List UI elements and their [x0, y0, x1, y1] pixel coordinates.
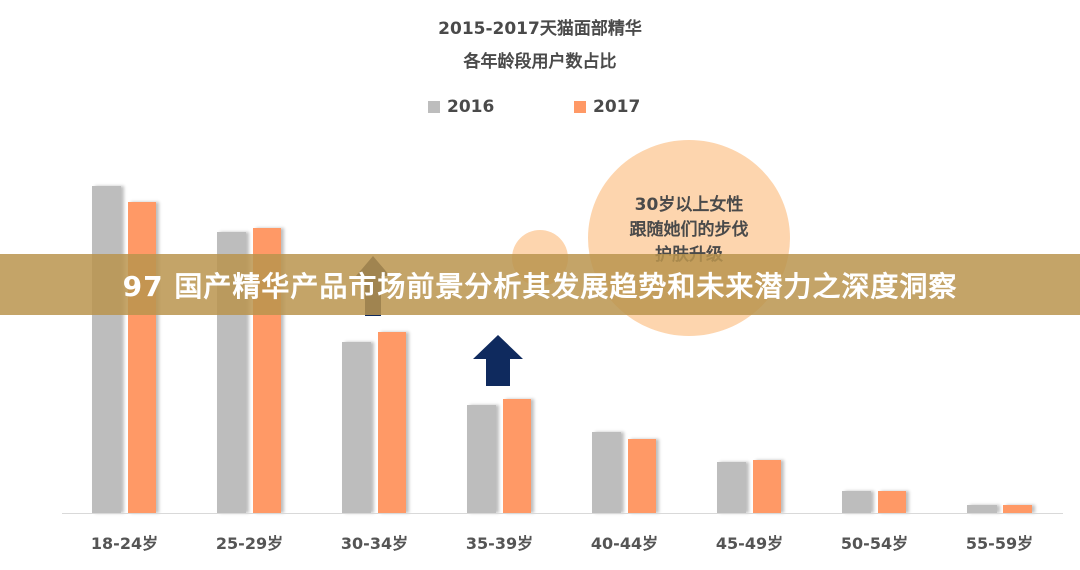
legend-label-2016: 2016: [447, 97, 495, 117]
bar-2017-30-34: [378, 332, 406, 513]
x-tick-label: 35-39岁: [465, 534, 534, 553]
chart-title-line2: 各年龄段用户数占比: [463, 52, 617, 72]
x-tick-label: 25-29岁: [215, 534, 284, 553]
x-tick-label: 40-44岁: [590, 534, 659, 553]
x-tick-label: 18-24岁: [90, 534, 159, 553]
bar-2016-55-59: [967, 505, 997, 513]
bar-2016-30-34: [342, 342, 371, 513]
x-tick-label: 30-34岁: [340, 534, 409, 553]
bar-2016-45-49: [717, 462, 746, 513]
bar-2017-50-54: [878, 491, 906, 513]
bar-2016-18-24: [92, 186, 121, 513]
x-tick-label: 55-59岁: [965, 534, 1034, 553]
bar-2016-40-44: [592, 432, 621, 513]
title-banner: 97 国产精华产品市场前景分析其发展趋势和未来潜力之深度洞察: [0, 254, 1080, 315]
legend-item-2017: 2017: [574, 95, 640, 119]
x-tick-label: 45-49岁: [715, 534, 784, 553]
bar-2017-45-49: [753, 460, 781, 513]
banner-text: 97 国产精华产品市场前景分析其发展趋势和未来潜力之深度洞察: [122, 269, 958, 303]
legend-swatch-2016: [428, 101, 440, 113]
callout-line1: 30岁以上女性: [634, 195, 744, 215]
up-arrow-icon: [473, 335, 523, 386]
bar-2017-40-44: [628, 439, 656, 513]
bar-2017-18-24: [128, 202, 156, 513]
bar-2016-50-54: [842, 491, 871, 513]
bar-2016-35-39: [467, 405, 496, 513]
x-axis-line: [62, 513, 1063, 514]
chart-title-line1: 2015-2017天猫面部精华: [438, 19, 642, 39]
bar-2017-55-59: [1003, 505, 1032, 513]
callout-line2: 跟随她们的步伐: [629, 220, 749, 240]
legend-swatch-2017: [574, 101, 586, 113]
x-tick-label: 50-54岁: [840, 534, 909, 553]
bar-2017-35-39: [503, 399, 531, 513]
legend-item-2016: 2016: [428, 95, 494, 119]
callout-text: 30岁以上女性 跟随她们的步伐 护肤升级: [589, 193, 789, 268]
legend-label-2017: 2017: [593, 97, 641, 117]
